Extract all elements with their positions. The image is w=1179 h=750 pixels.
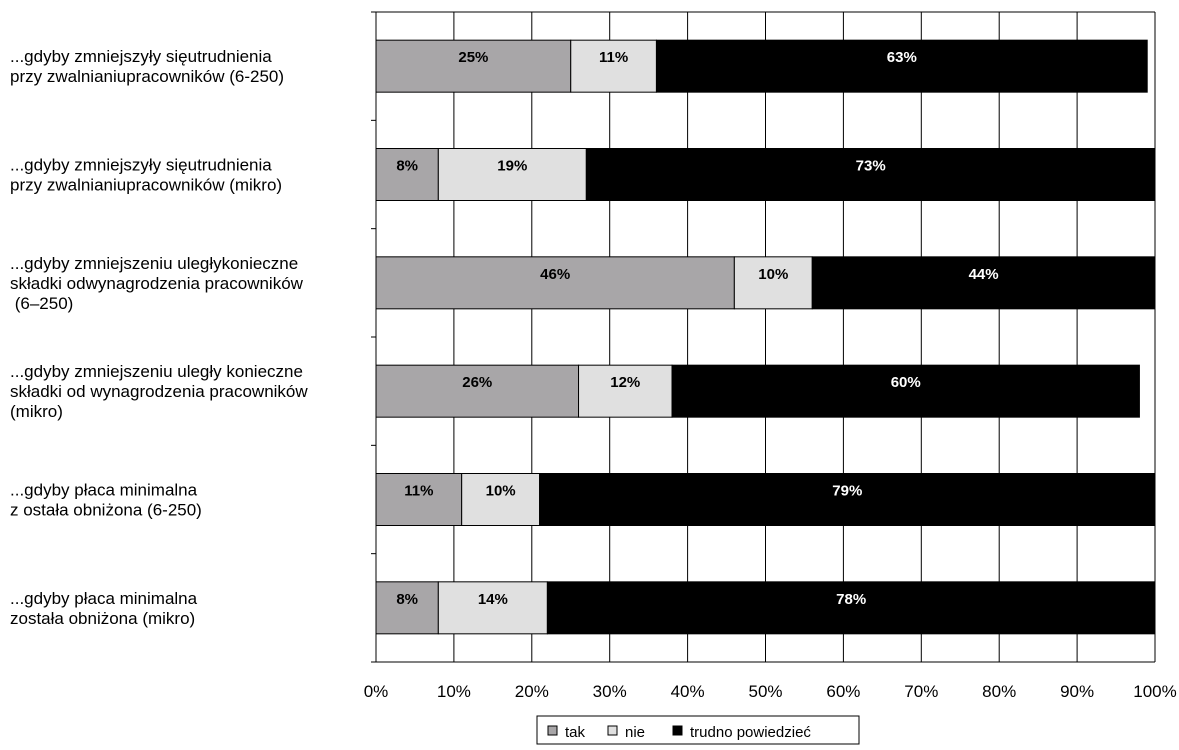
category-label-line: przy zwalnianiupracowników (mikro) [10, 176, 282, 195]
bar-nie [437, 148, 587, 201]
category-label: ...gdyby zmniejszyły sięutrudnienia przy … [10, 156, 282, 195]
x-tick-label: 0% [364, 682, 389, 701]
x-tick-label: 70% [904, 682, 938, 701]
x-tick-label: 60% [826, 682, 860, 701]
bar-nie [461, 473, 541, 526]
gridlines [453, 12, 1156, 662]
category-label-line: ...gdyby zmniejszeniu uległy konieczne [10, 362, 303, 381]
category-label: ...gdyby zmniejszeniu uległykonieczne skł… [10, 254, 304, 313]
x-tick-label: 10% [437, 682, 471, 701]
data-label: 44% [969, 266, 999, 283]
data-label: 10% [758, 266, 788, 283]
bar-trudno-powiedzieć [655, 39, 1148, 93]
x-tick-label: 90% [1060, 682, 1094, 701]
category-label-line: ...gdyby płaca minimalna [10, 589, 198, 608]
category-label-line: (6–250) [10, 294, 73, 313]
bar-trudno-powiedzieć [671, 364, 1140, 418]
bar-nie [733, 256, 813, 310]
bar-trudno-powiedzieć [546, 581, 1156, 635]
data-label: 11% [404, 483, 433, 500]
category-label: ...gdyby płaca minimalna z ostała obniżon… [10, 481, 202, 520]
legend-label: trudno powiedzieć [690, 724, 811, 741]
x-tick-label: 100% [1133, 682, 1176, 701]
data-label: 63% [887, 49, 917, 66]
category-label-line: została obniżona (mikro) [10, 609, 195, 628]
category-label-line: ...gdyby zmniejszeniu uległykonieczne [10, 254, 298, 273]
x-tick-label: 40% [671, 682, 705, 701]
legend-swatch-tak [547, 725, 558, 736]
data-label: 19% [497, 158, 527, 175]
data-label: 26% [462, 374, 492, 391]
category-label-line: (mikro) [10, 402, 63, 421]
x-tick-label: 50% [748, 682, 782, 701]
bar-trudno-powiedzieć [539, 473, 1156, 526]
category-label-line: składki od wynagrodzenia pracowników [10, 382, 308, 401]
bar-tak [375, 148, 439, 201]
data-label: 12% [610, 374, 640, 391]
category-label-line: składki odwynagrodzenia pracowników [10, 274, 304, 293]
bar-tak [375, 473, 463, 526]
category-label-line: z ostała obniżona (6-250) [10, 501, 202, 520]
category-label: ...gdyby zmniejszeniu uległy konieczne sk… [10, 362, 308, 421]
category-label-line: ...gdyby płaca minimalna [10, 481, 198, 500]
data-label: 73% [856, 158, 886, 175]
data-label: 8% [396, 591, 418, 608]
bar-trudno-powiedzieć [585, 148, 1156, 201]
category-label: ...gdyby płaca minimalna została obniżona… [10, 589, 198, 628]
x-tick-label: 30% [593, 682, 627, 701]
legend: tak nie trudno powiedzieć [536, 715, 860, 745]
data-label: 8% [396, 158, 418, 175]
data-label: 10% [486, 483, 516, 500]
category-label-line: przy zwalnianiupracowników (6-250) [10, 67, 284, 86]
legend-label: nie [625, 724, 645, 741]
data-label: 14% [478, 591, 508, 608]
category-label: ...gdyby zmniejszyły sięutrudnienia przy … [10, 47, 284, 86]
data-label: 11% [599, 49, 628, 66]
bar-trudno-powiedzieć [811, 256, 1156, 310]
bar-tak [375, 256, 735, 310]
x-tick-label: 80% [982, 682, 1016, 701]
legend-swatch-trudno-powiedzieć [672, 725, 683, 736]
data-label: 46% [540, 266, 570, 283]
category-label-line: ...gdyby zmniejszyły sięutrudnienia [10, 47, 272, 66]
bar-nie [570, 39, 657, 93]
legend-swatch-nie [607, 725, 618, 736]
data-label: 25% [458, 49, 488, 66]
bar-tak [375, 364, 580, 418]
legend-box [536, 715, 860, 745]
data-label: 60% [891, 374, 921, 391]
legend-label: tak [565, 724, 586, 741]
x-tick-label: 20% [515, 682, 549, 701]
data-label: 78% [836, 591, 866, 608]
category-label-line: ...gdyby zmniejszyły sięutrudnienia [10, 156, 272, 175]
bars: 25% 11% 63% 8% 19% 73% 46% 10% 44% 26% 12% 60% 11% 10… [375, 39, 1156, 635]
bar-tak [375, 39, 572, 93]
data-label: 79% [832, 483, 862, 500]
